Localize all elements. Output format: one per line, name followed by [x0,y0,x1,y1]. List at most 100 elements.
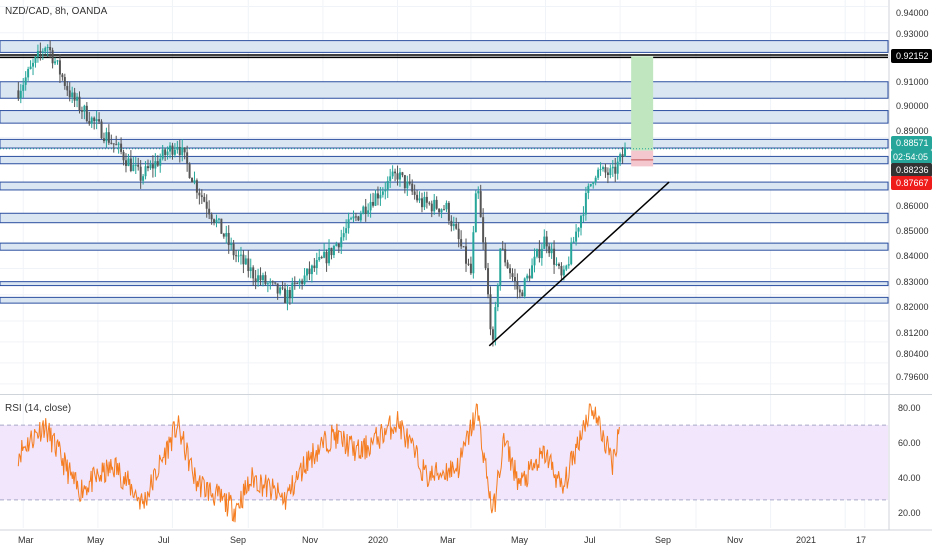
candle-body [359,213,362,221]
candle-body [337,243,340,248]
candle-body [604,167,607,173]
candle-body [548,246,551,254]
candle-body [531,265,534,279]
candle-body [36,50,39,57]
candle-body [203,196,206,202]
trendline[interactable] [488,181,670,347]
candle-body [624,148,627,157]
candle-body [78,96,81,111]
candle-body [396,173,399,180]
candle-body [198,192,201,196]
rsi-band-fill [0,425,888,500]
candle-body [156,161,159,166]
price-tick: 0.80400 [896,349,929,359]
candle-body [401,172,404,176]
price-tick: 0.91000 [896,77,929,87]
candle-body [428,202,431,204]
candle-body [127,158,130,166]
candle-body [518,289,521,293]
candle-body [555,263,558,265]
candle-body [433,199,436,212]
candle-body [191,178,194,183]
rsi-series [17,403,620,523]
candle-body [342,233,345,238]
candle-body [474,193,477,233]
candle-body [51,50,54,64]
candle-body [17,90,20,99]
time-tick: 2021 [796,535,816,545]
candle-body [616,161,619,174]
candle-body [545,236,548,247]
candle-body [526,275,529,279]
candle-body [602,167,605,170]
candle-body [589,183,592,186]
candle-body [164,149,167,155]
candle-body [169,145,172,152]
candle-body [217,218,220,220]
candle-body [244,258,247,265]
candle-body [188,163,191,179]
candle-body [445,202,448,210]
candle-body [61,74,64,78]
candle-body [523,278,526,297]
candle-body [83,105,86,112]
candle-body [222,233,225,237]
trade-projection-box [631,56,654,167]
rsi-tick: 80.00 [898,403,921,413]
rsi-axis-labels: 80.00 60.00 40.00 20.00 [898,403,921,518]
candle-body [491,329,494,340]
candle-body [369,201,372,211]
candle-body [533,256,536,266]
time-tick: Nov [302,535,319,545]
candle-body [68,90,71,98]
candle-body [80,110,83,112]
candle-body [457,228,460,240]
candle-body [443,209,445,211]
price-axis-labels: 0.94000 0.93000 0.91000 0.90000 0.89000 … [896,8,929,382]
candle-body [372,201,375,206]
candle-body [430,203,433,212]
badge-entry-price: 0.88236 [896,165,929,175]
candle-body [144,166,147,177]
candle-body [499,248,502,286]
candle-body [252,267,255,279]
candle-body [484,242,487,269]
candle-body [139,166,142,181]
symbol-title[interactable]: NZD/CAD, 8h, OANDA [5,6,108,17]
candle-body [418,198,421,201]
candle-body [19,90,22,99]
candle-body [124,160,127,166]
candle-body [315,260,318,269]
candle-body [186,152,189,164]
candle-body [288,289,291,299]
candle-body [313,265,316,269]
candle-body [487,268,490,295]
candle-body [291,282,294,299]
candle-body [90,117,93,124]
ascending-trendline [488,181,670,347]
candle-body [325,251,328,264]
candle-body [513,277,516,282]
candle-body [479,191,482,218]
candle-body [543,236,546,249]
price-tick: 0.83000 [896,277,929,287]
candle-body [579,215,582,228]
candle-body [619,154,622,162]
candle-body [570,242,573,265]
candle-body [553,248,556,265]
price-tick: 0.93000 [896,29,929,39]
candle-body [614,166,617,174]
badge-level-price: 0.92152 [896,51,929,61]
candle-body [592,181,595,184]
candle-body [496,285,499,308]
candle-body [384,190,387,192]
candle-body [44,47,47,52]
candle-body [308,268,311,275]
candle-body [115,144,118,146]
candle-body [362,206,365,214]
candle-body [271,281,274,283]
candle-body [535,249,538,257]
rsi-indicator-title[interactable]: RSI (14, close) [5,403,72,414]
candle-body [494,307,497,340]
